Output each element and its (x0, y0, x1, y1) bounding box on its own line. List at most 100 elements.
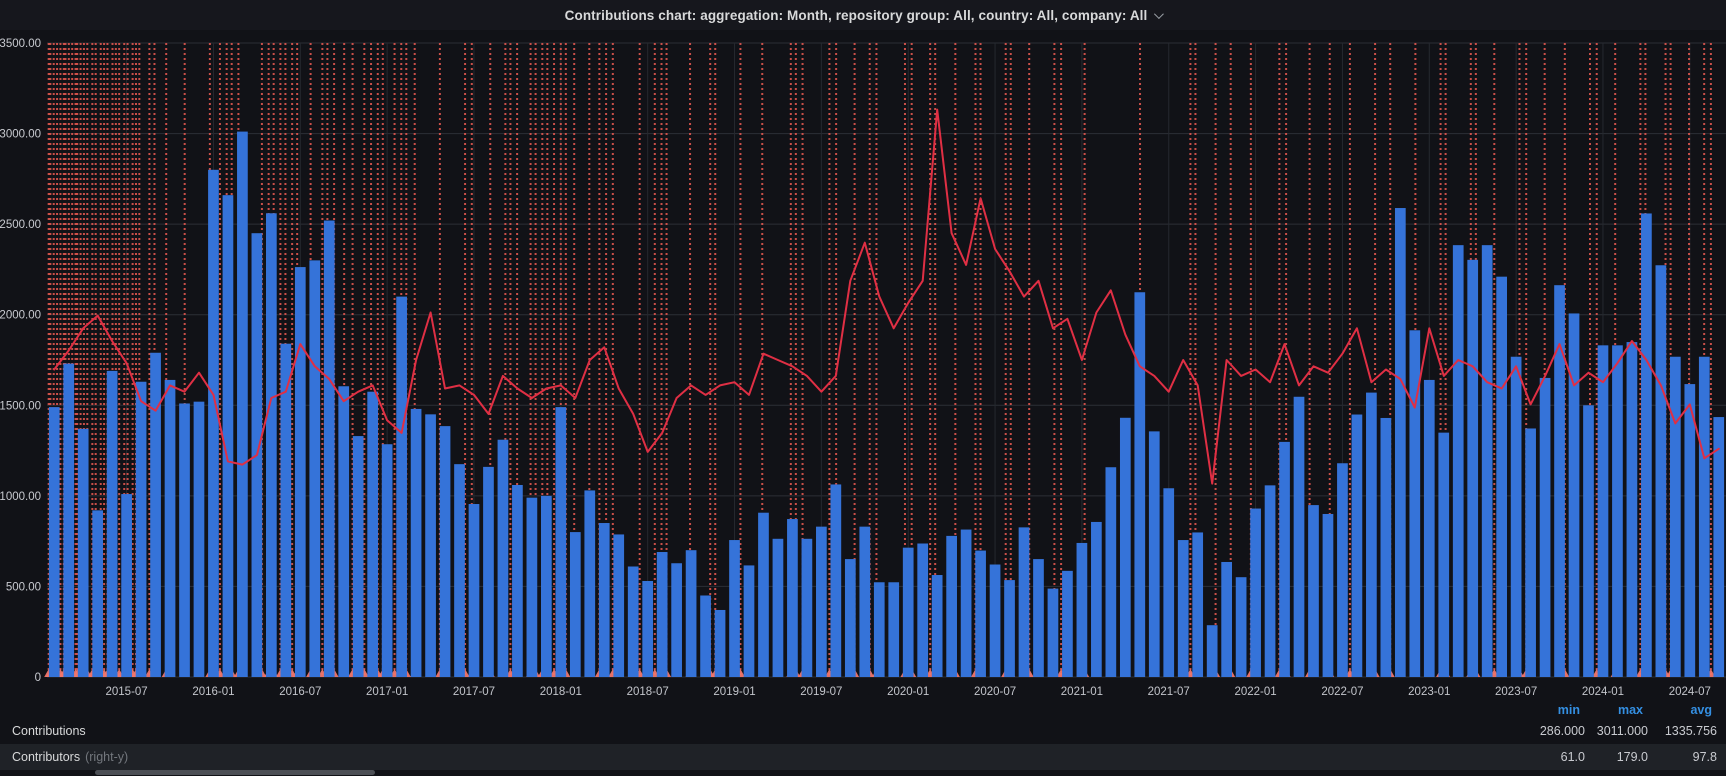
contributions-bar[interactable] (179, 403, 190, 677)
contributions-bar[interactable] (309, 260, 321, 677)
contributions-bar[interactable] (873, 582, 885, 677)
contributions-bar[interactable] (1047, 588, 1059, 677)
contributions-bar[interactable] (1091, 521, 1102, 677)
contributions-bar[interactable] (208, 169, 219, 678)
contributions-bar[interactable] (1279, 441, 1290, 677)
contributions-bar[interactable] (1698, 356, 1710, 677)
contributions-bar[interactable] (1583, 405, 1594, 677)
contributions-bar[interactable] (975, 550, 986, 677)
contributions-bar[interactable] (1481, 245, 1493, 677)
contributions-bar[interactable] (1669, 356, 1681, 677)
contributions-bar[interactable] (1206, 625, 1218, 677)
contributions-bar[interactable] (352, 436, 364, 677)
contributions-bar[interactable] (92, 510, 104, 677)
contributions-bar[interactable] (410, 408, 422, 677)
contributions-bar[interactable] (1409, 330, 1421, 677)
contributions-bar[interactable] (816, 526, 827, 677)
contributions-bar[interactable] (106, 370, 118, 677)
contributions-bar[interactable] (1626, 342, 1638, 677)
contributions-bar[interactable] (685, 550, 697, 677)
contributions-bar[interactable] (613, 534, 625, 677)
contributions-bar[interactable] (425, 414, 436, 677)
contributions-bar[interactable] (439, 426, 451, 677)
contributions-bar[interactable] (1308, 505, 1319, 677)
contributions-bar[interactable] (77, 428, 89, 677)
contributions-bar[interactable] (63, 363, 75, 677)
contributions-bar[interactable] (859, 526, 871, 677)
contributions-bar[interactable] (1380, 417, 1392, 677)
contributions-bar[interactable] (367, 391, 379, 677)
contributions-bar[interactable] (1192, 532, 1204, 677)
contributions-bar[interactable] (1554, 285, 1565, 677)
contributions-bar[interactable] (1351, 414, 1363, 677)
contributions-bar[interactable] (671, 563, 682, 677)
contributions-bar[interactable] (642, 580, 654, 677)
contributions-bar[interactable] (1684, 384, 1696, 677)
legend-header-max[interactable]: max (1617, 703, 1643, 717)
legend-header-min[interactable]: min (1557, 703, 1580, 717)
contributions-bar[interactable] (1163, 488, 1175, 677)
contributions-bar[interactable] (1612, 345, 1623, 677)
contributions-bar[interactable] (483, 466, 494, 677)
contributions-bar[interactable] (1018, 527, 1030, 677)
contributions-bar[interactable] (1337, 463, 1348, 677)
contributions-bar[interactable] (656, 552, 668, 677)
contributions-bar[interactable] (772, 538, 784, 677)
contributions-bar[interactable] (265, 213, 277, 677)
contributions-bar[interactable] (1539, 377, 1551, 677)
contributions-bar[interactable] (1655, 265, 1667, 677)
contributions-bar[interactable] (48, 407, 60, 677)
contributions-bar[interactable] (1264, 485, 1276, 677)
contributions-bar[interactable] (193, 401, 205, 677)
contributions-bar[interactable] (743, 565, 755, 677)
contributions-bar[interactable] (729, 540, 740, 677)
contributions-bar[interactable] (1119, 417, 1131, 677)
contributions-bar[interactable] (1568, 313, 1580, 677)
contributions-bar[interactable] (1510, 356, 1522, 677)
contributions-bar[interactable] (888, 582, 900, 677)
contributions-bar[interactable] (381, 444, 393, 677)
contributions-bar[interactable] (164, 379, 176, 677)
contributions-bar[interactable] (714, 609, 726, 677)
contributions-bar[interactable] (222, 195, 234, 677)
contributions-bar[interactable] (584, 490, 596, 677)
contributions-bar[interactable] (512, 484, 523, 677)
contributions-bar[interactable] (758, 512, 769, 677)
legend-series-contributions[interactable]: Contributions (12, 724, 86, 738)
legend-series-contributors[interactable]: Contributors (right-y) (12, 750, 128, 764)
contributions-bar[interactable] (1148, 431, 1160, 677)
contributions-bar[interactable] (150, 352, 161, 677)
contributions-bar[interactable] (946, 535, 957, 677)
contributions-bar[interactable] (960, 529, 972, 677)
contributions-bar[interactable] (323, 220, 335, 677)
contributions-bar[interactable] (1366, 392, 1377, 677)
contributions-bar[interactable] (1452, 245, 1464, 677)
contributions-bar[interactable] (598, 523, 610, 677)
contributions-bar[interactable] (917, 543, 929, 677)
contributions-chart-canvas[interactable]: 3500.00 3000.00 2500.00 2000.00 1500.00 1000.… (0, 30, 1726, 700)
contributions-bar[interactable] (801, 538, 813, 677)
panel-title-menu[interactable]: Contributions chart: aggregation: Month,… (565, 8, 1165, 23)
contributions-bar[interactable] (1177, 540, 1189, 677)
contributions-bar[interactable] (830, 484, 842, 677)
contributions-bar[interactable] (1134, 292, 1146, 677)
contributions-bar[interactable] (1235, 577, 1247, 677)
contributions-bar[interactable] (280, 343, 292, 677)
contributions-bar[interactable] (526, 497, 538, 677)
legend-header-avg[interactable]: avg (1690, 703, 1712, 717)
contributions-bar[interactable] (627, 566, 639, 677)
contributions-bar[interactable] (338, 386, 350, 677)
contributions-bar[interactable] (1076, 542, 1088, 677)
contributions-bar[interactable] (1641, 213, 1652, 677)
contributions-bar[interactable] (1423, 379, 1435, 677)
contributions-bar[interactable] (787, 519, 798, 677)
contributions-bar[interactable] (1467, 259, 1479, 677)
contributions-bar[interactable] (1004, 580, 1015, 677)
contributions-bar[interactable] (1250, 508, 1261, 677)
contributions-bar[interactable] (121, 494, 132, 677)
contributions-bar[interactable] (294, 267, 306, 677)
contributions-bar[interactable] (1105, 467, 1117, 677)
contributions-bar[interactable] (989, 564, 1001, 677)
contributions-bar[interactable] (1496, 276, 1508, 677)
contributions-bar[interactable] (931, 575, 943, 677)
